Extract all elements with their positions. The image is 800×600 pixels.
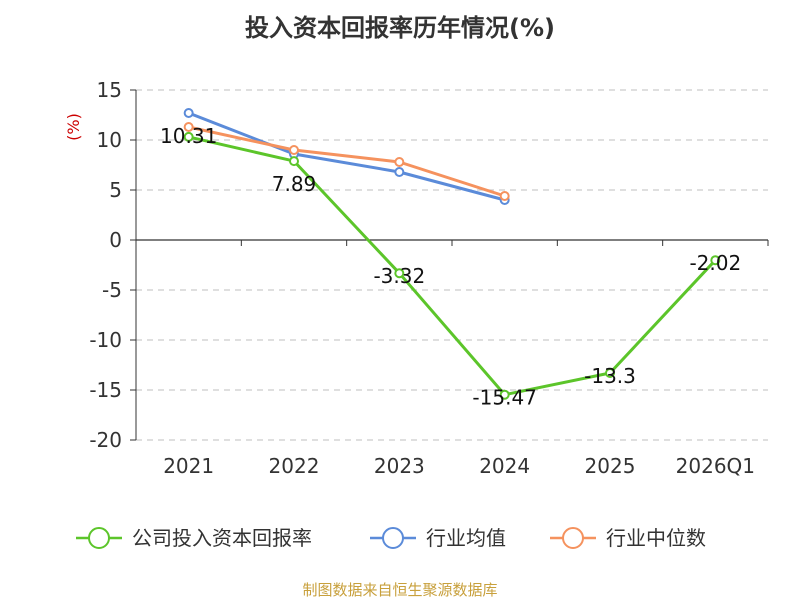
x-tick-label: 2025	[585, 454, 636, 478]
data-point	[605, 368, 615, 378]
grid-lines	[136, 89, 768, 441]
x-tick-label: 2022	[269, 454, 320, 478]
data-label: 7.89	[272, 172, 317, 196]
data-label: -15.47	[472, 386, 536, 410]
data-label: -13.3	[584, 364, 636, 388]
legend-item[interactable]: 行业均值	[370, 526, 506, 550]
y-tick-label: -20	[89, 428, 122, 452]
legend-label: 公司投入资本回报率	[132, 526, 312, 550]
axes: 15 10 5 0 -5 -10 -15 -20 2021 2022 2023 2024 2025 202…	[89, 78, 769, 478]
data-point	[183, 122, 194, 132]
data-point	[394, 157, 405, 167]
data-point	[499, 389, 510, 400]
x-tick-label: 2021	[163, 454, 214, 478]
data-point	[183, 131, 194, 142]
chart-title: 投入资本回报率历年情况(%)	[245, 14, 555, 42]
y-tick-label: -5	[102, 278, 122, 302]
legend-item[interactable]: 公司投入资本回报率	[76, 526, 312, 550]
data-point	[394, 167, 405, 177]
legend-marker	[88, 527, 110, 549]
data-label: -3.32	[373, 264, 425, 288]
y-tick-label: 0	[109, 228, 122, 252]
x-tick-label: 2023	[374, 454, 425, 478]
x-tick-label: 2026Q1	[676, 454, 755, 478]
data-point	[710, 255, 721, 266]
y-tick-label: 5	[109, 178, 122, 202]
data-point	[289, 145, 299, 155]
y-tick-label: 10	[97, 128, 122, 152]
y-tick-label: -10	[89, 328, 122, 352]
legend-label: 行业中位数	[606, 526, 706, 550]
data-point	[499, 191, 510, 201]
y-tick-label: -15	[89, 378, 122, 402]
legend[interactable]: 公司投入资本回报率 行业均值 行业中位数	[76, 526, 706, 550]
x-tick-label: 2024	[479, 454, 530, 478]
series-line	[188, 111, 506, 202]
y-tick-label: 15	[97, 78, 122, 102]
legend-item[interactable]: 行业中位数	[550, 526, 706, 550]
data-label: -2.02	[689, 251, 741, 275]
data-labels: 10.31 7.89 -3.32 -15.47 -13.3 -2.02	[160, 124, 741, 410]
series-lines	[183, 108, 721, 400]
data-label: 10.31	[160, 124, 217, 148]
series-line	[188, 135, 717, 397]
y-axis-unit: (%)	[64, 113, 83, 141]
data-point	[183, 108, 194, 118]
source-footer: 制图数据来自恒生聚源数据库	[302, 581, 497, 599]
legend-label: 行业均值	[426, 526, 506, 550]
data-point	[394, 268, 405, 279]
legend-marker	[562, 527, 584, 549]
data-point	[289, 156, 299, 167]
series-line	[188, 125, 506, 198]
legend-marker	[382, 527, 404, 549]
